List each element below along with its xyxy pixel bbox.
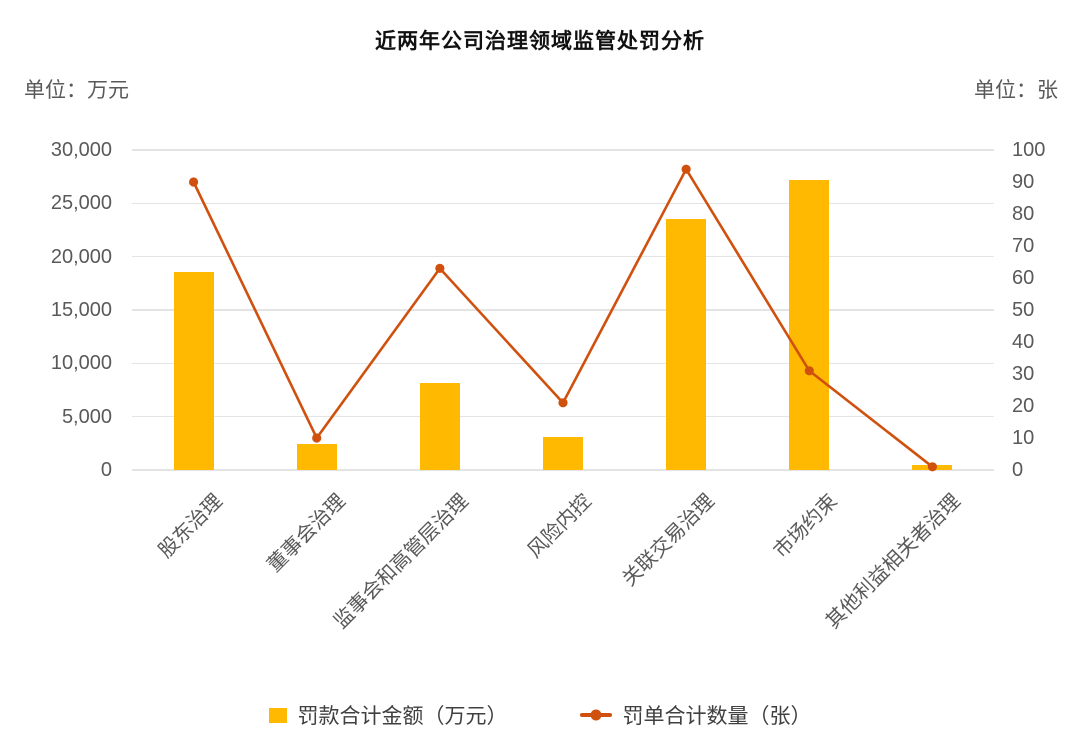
line-series-path	[192, 166, 934, 468]
line-data-point-6	[804, 366, 814, 376]
left-axis-tick-label: 25,000	[50, 192, 112, 215]
x-axis-label-5: 关联交易治理	[618, 490, 719, 591]
bar-3	[419, 382, 460, 470]
left-axis-tick-label: 5,000	[61, 405, 112, 428]
gridline	[132, 362, 994, 365]
line-data-point-7	[927, 462, 938, 472]
bar-6	[789, 179, 830, 470]
line-series-marker-icon	[579, 709, 612, 721]
line-series-svg	[188, 164, 938, 472]
right-axis-tick-label: 60	[1012, 267, 1035, 289]
right-axis-tick-label: 80	[1012, 203, 1035, 225]
x-axis-label-1: 股东治理	[154, 490, 227, 563]
legend-item-line-series: 罚单合计数量（张）	[579, 700, 812, 730]
right-axis-tick-label: 100	[1012, 139, 1046, 161]
x-axis-label-2: 董事会治理	[263, 490, 350, 577]
right-axis-tick-label: 50	[1012, 299, 1035, 321]
right-axis-unit-label: 单位：张	[974, 79, 1058, 102]
left-axis-tick-label: 20,000	[50, 245, 112, 268]
gridline	[132, 309, 994, 311]
left-axis-tick-label: 15,000	[50, 299, 112, 321]
bar-1	[173, 271, 214, 470]
left-axis-unit-label: 单位：万元	[24, 79, 129, 102]
right-axis-tick-label: 90	[1012, 171, 1035, 193]
bar-4	[543, 436, 583, 470]
right-axis-tick-label: 30	[1012, 363, 1035, 385]
x-axis-label-6: 市场约束	[769, 490, 843, 563]
right-axis-tick-label: 0	[1012, 459, 1024, 481]
bar-5	[666, 219, 707, 470]
bar-series-swatch-icon	[268, 707, 287, 723]
right-axis-tick-label: 70	[1012, 235, 1035, 257]
gridline	[132, 415, 994, 418]
left-axis-tick-label: 10,000	[50, 352, 112, 375]
line-data-point-5	[681, 164, 691, 174]
legend-item-bar-series: 罚款合计金额（万元）	[268, 700, 508, 730]
right-axis-tick-label: 10	[1012, 427, 1035, 449]
line-data-point-1	[188, 177, 199, 187]
right-axis-tick-label: 20	[1012, 395, 1035, 417]
x-axis-label-4: 风险内控	[523, 490, 596, 563]
line-series-dot-icon	[590, 709, 601, 721]
left-axis-tick-label: 30,000	[50, 139, 112, 161]
chart-legend: 罚款合计金额（万元） 罚单合计数量（张）	[0, 700, 1080, 730]
gridline	[132, 255, 994, 258]
line-data-point-2	[312, 433, 322, 443]
right-axis-tick-label: 40	[1012, 331, 1035, 353]
line-data-point-3	[435, 263, 445, 273]
legend-label-bar-series: 罚款合计金额（万元）	[297, 705, 508, 728]
gridline	[132, 469, 994, 471]
bar-2	[296, 444, 337, 470]
line-data-point-4	[558, 398, 568, 408]
left-axis-tick-label: 0	[100, 459, 112, 481]
chart-title: 近两年公司治理领域监管处罚分析	[375, 30, 705, 53]
gridline	[132, 202, 994, 205]
gridline	[132, 149, 994, 151]
legend-label-line-series: 罚单合计数量（张）	[622, 705, 812, 728]
